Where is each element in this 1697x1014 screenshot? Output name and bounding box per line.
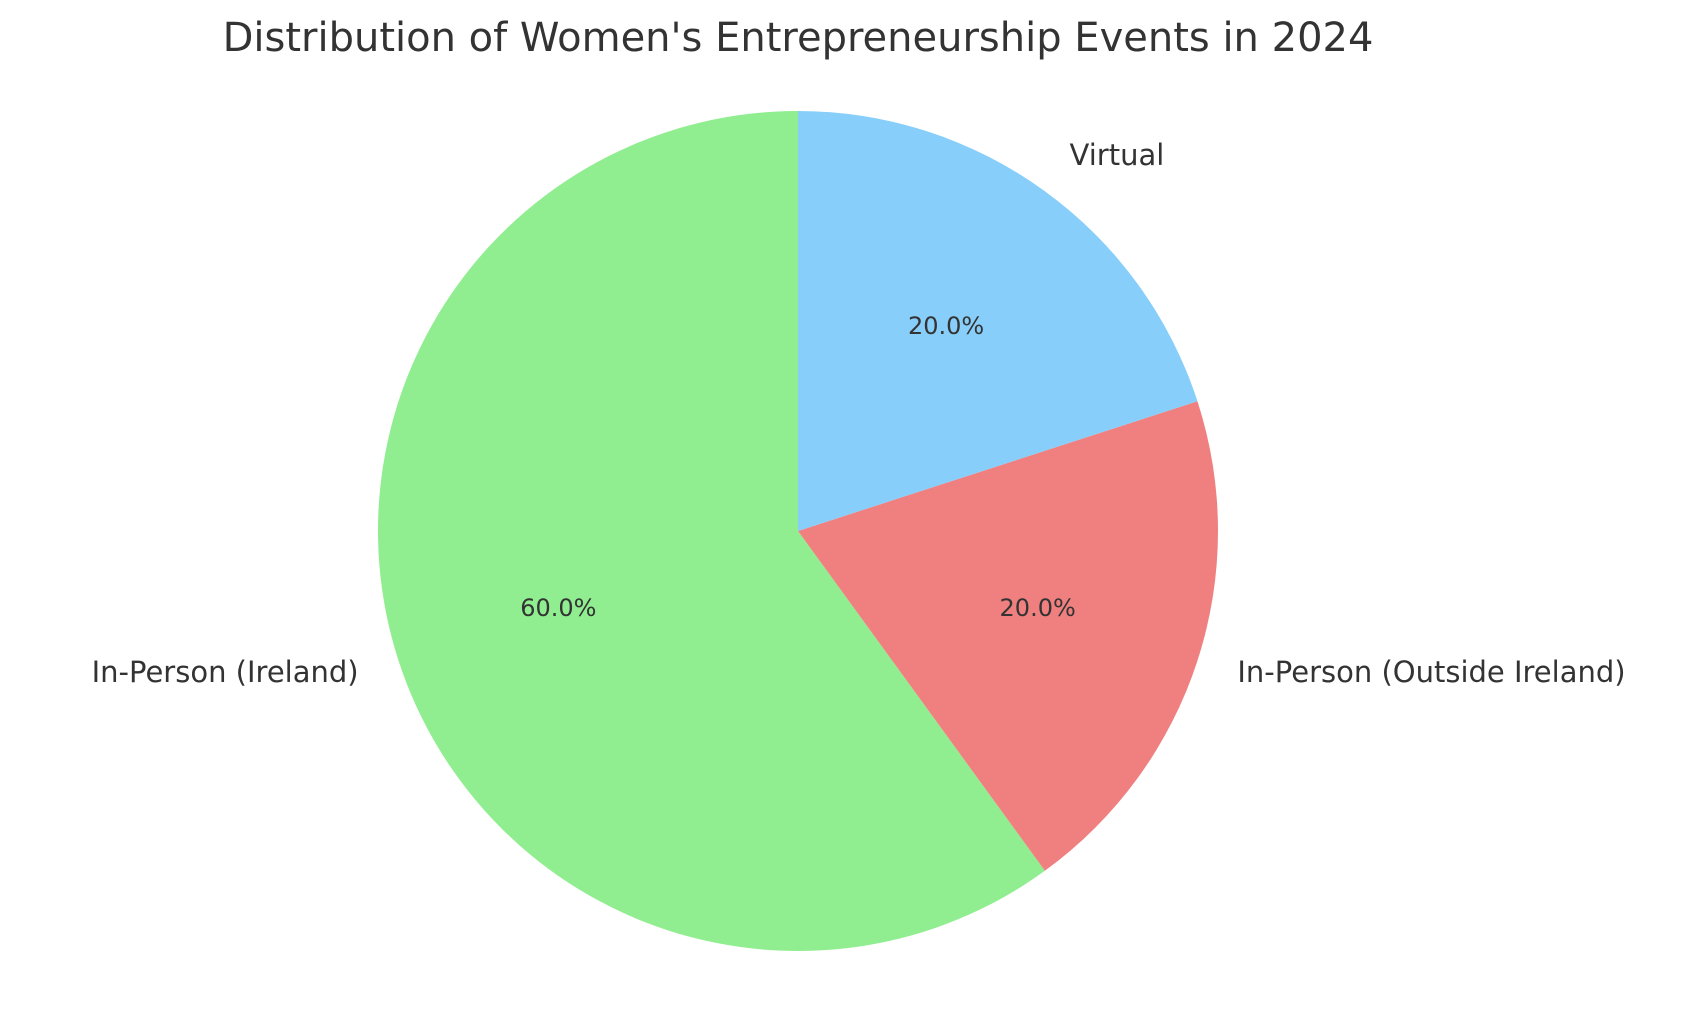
pie-slice	[377, 111, 1045, 951]
percent-label: 60.0%	[520, 594, 596, 622]
percent-label: 20.0%	[1000, 594, 1076, 622]
slice-label: Virtual	[1070, 138, 1165, 172]
slice-label: In-Person (Outside Ireland)	[1237, 655, 1625, 689]
percent-label: 20.0%	[908, 312, 984, 340]
chart-title: Distribution of Women's Entrepreneurship…	[223, 15, 1374, 61]
pie-slice	[798, 401, 1218, 871]
pie-slice	[798, 111, 1198, 531]
slice-label: In-Person (Ireland)	[92, 655, 359, 689]
